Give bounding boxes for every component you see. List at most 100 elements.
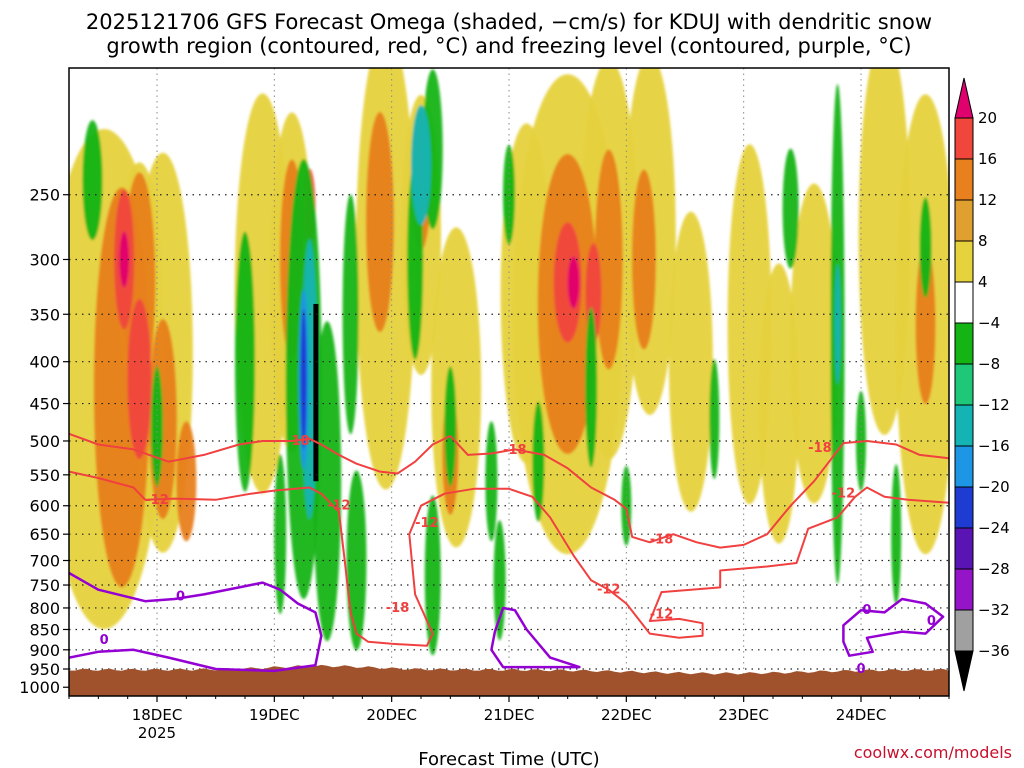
ascent-strong [631,169,656,350]
x-tick-label: 21DEC [484,706,535,724]
descent-region [532,401,545,522]
credit-text: coolwx.com/models [854,743,1012,762]
x-axis-label: Forecast Time (UTC) [418,749,599,768]
descent-region [891,464,902,605]
colorbar-segment [954,199,974,242]
y-axis: 250 300 350 400 450 500 550 600 650 700 750 800 850 9… [19,186,69,697]
y-tick-label: 700 [29,552,60,571]
freezing-contour-label: 0 [856,662,865,677]
x-tick-label: 24DEC [836,706,887,724]
dgz-contour-label: -12 [415,516,439,531]
y-tick-label: 550 [29,466,60,485]
x-tick-label: 22DEC [601,706,652,724]
ascent-strong [176,421,197,542]
colorbar-segment [954,527,974,570]
freezing-contour-label: 0 [100,633,109,648]
colorbar-label: −4 [978,314,1000,332]
x-tick-sublabel: 2025 [138,724,176,742]
descent-region [919,197,932,298]
colorbar-segment [954,240,974,283]
omega-field [69,68,949,656]
colorbar-segment [954,363,974,406]
descent-max [313,303,319,482]
descent-region [485,421,498,542]
colorbar-label: −36 [978,642,1010,660]
dgz-contour-label: -18 [503,443,527,458]
y-tick-label: 750 [29,576,60,595]
colorbar-segment [954,117,974,160]
omega-shading [69,68,949,656]
y-tick-label: 950 [29,660,60,679]
x-tick-label: 23DEC [718,706,769,724]
descent-core [300,309,307,450]
dgz-contour-label: -12 [327,499,351,514]
colorbar-segment [954,158,974,201]
y-tick-label: 400 [29,353,60,372]
dgz-contour-label: -12 [832,487,856,502]
descent-region [424,495,441,656]
colorbar-label: −28 [978,560,1010,578]
y-tick-label: 500 [29,432,60,451]
colorbar-segment [954,609,974,652]
colorbar-label: 12 [978,191,997,209]
y-tick-label: 600 [29,497,60,516]
ascent-strong [915,244,936,405]
colorbar-segment [954,445,974,488]
freezing-level-contour [490,606,581,669]
descent-region [709,358,720,479]
y-tick-label: 650 [29,525,60,544]
descent-strong [834,264,841,385]
dgz-upper-contour [69,432,949,549]
descent-region [82,120,103,241]
dgz-contour-label: -12 [597,583,621,598]
terrain-fill [69,664,949,696]
chart-title-line2: growth region (contoured, red, °C) and f… [106,34,911,58]
x-tick-label: 19DEC [249,706,300,724]
colorbar-top-arrow [954,77,974,119]
colorbar-segment [954,486,974,529]
colorbar-label: −24 [978,519,1010,537]
descent-region [782,148,799,269]
descent-region [342,194,359,435]
colorbar-label: 4 [978,273,988,291]
colorbar-bottom-arrow [954,650,974,692]
colorbar-label: −32 [978,601,1010,619]
y-tick-label: 450 [29,395,60,414]
descent-region [313,321,342,642]
y-tick-label: 300 [29,250,60,269]
dgz-contour-label: -18 [650,533,674,548]
dgz-lower-contour [69,470,949,647]
terrain-ground [69,664,949,696]
dgz-contour-label: -18 [808,441,832,456]
ascent-region [668,211,713,512]
x-tick-label: 18DEC [132,706,183,724]
ascent-very-strong [127,299,152,460]
ascent-max [567,256,580,309]
x-axis: 18DEC 19DEC 20DEC 21DEC 22DEC 23DEC 24DEC 2025 [68,696,950,742]
descent-strong [411,105,431,226]
colorbar-segment [954,322,974,365]
chart-title-line1: 2025121706 GFS Forecast Omega (shaded, −… [86,10,932,34]
freezing-contour-label: 0 [176,590,185,605]
freezing-contour-label: 0 [927,614,936,629]
dgz-contour-label: -12 [650,608,674,623]
colorbar-label: −8 [978,355,1000,373]
colorbar-label: 8 [978,232,988,250]
descent-region [621,465,632,546]
y-tick-label: 800 [29,599,60,618]
ascent-region [431,227,482,548]
y-tick-label: 1000 [19,678,60,697]
grid-lines [69,68,949,696]
colorbar: 20 16 12 8 4 −4 −8 −12 −16 −20 −24 −28 −32 −36 [954,77,1010,692]
descent-region [444,366,457,487]
ascent-max [119,231,130,288]
dgz-contour-label: -18 [286,434,310,449]
freezing-level-contour [69,571,323,673]
colorbar-label: −20 [978,478,1010,496]
descent-region [585,307,598,468]
dgz-contour-label: -12 [145,493,169,508]
colorbar-label: 20 [978,109,997,127]
descent-region [274,454,287,615]
freezing-contour-label: 0 [862,603,871,618]
